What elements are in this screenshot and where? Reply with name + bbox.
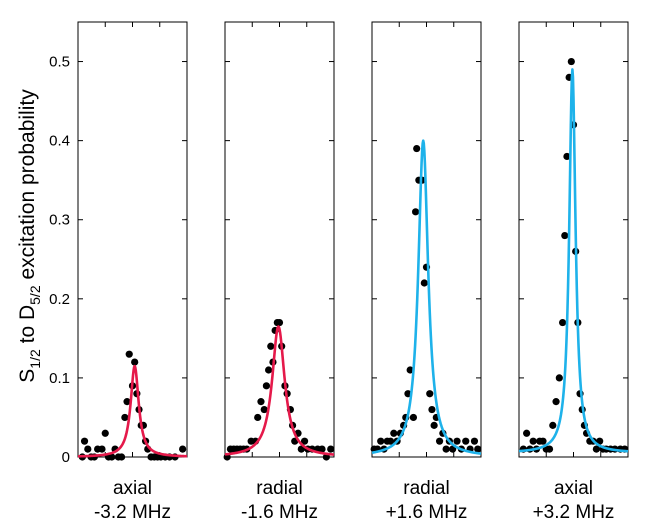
panel-caption-line2: +1.6 MHz (386, 502, 468, 523)
data-point (426, 390, 434, 398)
y-tick-label: 0.3 (49, 212, 70, 229)
panel-caption-line2: -1.6 MHz (241, 502, 318, 523)
fit-curve (224, 325, 335, 456)
data-point (592, 445, 600, 453)
data-point (121, 413, 129, 422)
panel-caption-line1: radial (403, 478, 449, 499)
panel-1: axial -3.2 MHz (77, 21, 188, 523)
data-point (386, 437, 395, 445)
data-point (80, 437, 89, 445)
data-point (409, 413, 418, 422)
data-point (539, 437, 547, 445)
y-tick-label: 0.1 (49, 370, 70, 387)
data-point (596, 437, 604, 445)
data-point (412, 208, 420, 216)
data-point (559, 318, 567, 327)
fit-curve (77, 364, 188, 458)
data-point (260, 405, 268, 414)
data-point (552, 398, 560, 406)
data-point (545, 445, 554, 453)
data-point (413, 144, 421, 153)
data-point (470, 437, 479, 445)
data-point (555, 374, 563, 382)
data-point (300, 437, 309, 445)
data-point (523, 429, 531, 437)
data-point (131, 358, 139, 366)
data-point (101, 429, 109, 437)
data-point (327, 445, 335, 453)
y-tick-label: 0.5 (49, 54, 70, 71)
y-label-d-subscript: 5/2 (27, 285, 43, 305)
data-point (529, 437, 537, 445)
data-point (118, 453, 126, 461)
data-point (430, 421, 438, 429)
data-point (257, 398, 265, 406)
panels: axial -3.2 MHz radial -1.6 MHz radial +1.6 MH… (77, 21, 629, 523)
data-point (267, 342, 275, 350)
y-tick-label: 0 (62, 449, 70, 466)
data-point (108, 453, 116, 461)
data-point (474, 445, 482, 453)
y-label-s: S (16, 369, 39, 383)
data-point (125, 350, 133, 358)
data-point (262, 382, 271, 390)
panel-2: radial -1.6 MHz (223, 21, 335, 523)
data-point (462, 437, 470, 445)
panel-frame (224, 21, 335, 458)
data-point (442, 445, 450, 453)
y-label-middle: to D (16, 305, 39, 349)
y-tick-label: 0.2 (49, 291, 70, 308)
data-point (563, 152, 571, 161)
data-point (428, 405, 436, 414)
data-point (453, 437, 461, 445)
y-label-s-subscript: 1/2 (27, 349, 43, 369)
data-point (275, 318, 284, 327)
data-point (179, 445, 187, 453)
data-point (254, 413, 262, 422)
data-point (420, 279, 428, 287)
data-point (406, 366, 414, 374)
data-point (84, 445, 92, 453)
data-point (318, 445, 326, 453)
panel-caption-line2: +3.2 MHz (533, 502, 615, 523)
y-axis: 0 0.1 0.2 0.3 0.4 0.5 (49, 54, 70, 466)
data-point (549, 421, 557, 429)
data-point (265, 366, 273, 374)
data-point (98, 445, 106, 453)
data-point (567, 57, 575, 66)
y-axis-label: S1/2 to D5/2 excitation probability (16, 89, 43, 383)
panel-caption-line1: axial (113, 478, 152, 499)
data-point (561, 231, 569, 240)
panel-caption-line1: axial (554, 478, 593, 499)
data-point (377, 437, 385, 445)
y-label-tail: excitation probability (16, 89, 39, 286)
panel-caption-line2: -3.2 MHz (94, 502, 171, 523)
data-point (390, 429, 398, 437)
data-point (123, 398, 131, 406)
fit-curve (518, 68, 629, 453)
y-tick-label: 0.4 (49, 133, 70, 150)
data-point (435, 437, 444, 445)
fit-curve (371, 139, 482, 455)
panel-4: axial +3.2 MHz (518, 21, 629, 523)
panel-3: radial +1.6 MHz (370, 21, 482, 523)
panel-caption-line1: radial (256, 478, 302, 499)
